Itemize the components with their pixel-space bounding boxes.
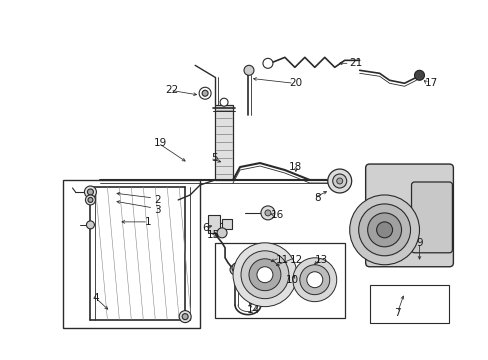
Text: 2: 2 — [154, 195, 160, 205]
Circle shape — [229, 265, 240, 275]
Circle shape — [86, 221, 94, 229]
Text: 8: 8 — [314, 193, 321, 203]
Bar — [215, 243, 344, 318]
Circle shape — [376, 222, 392, 238]
Circle shape — [264, 210, 270, 216]
Text: 10: 10 — [285, 275, 299, 285]
Text: 15: 15 — [206, 230, 219, 240]
Text: 14: 14 — [246, 305, 259, 315]
Text: 6: 6 — [202, 223, 208, 233]
Circle shape — [299, 265, 329, 295]
Circle shape — [244, 65, 253, 75]
Circle shape — [87, 189, 93, 195]
FancyBboxPatch shape — [365, 164, 452, 267]
Circle shape — [332, 174, 346, 188]
Circle shape — [217, 228, 226, 238]
Text: 9: 9 — [415, 238, 422, 248]
Circle shape — [248, 259, 280, 291]
Circle shape — [358, 204, 410, 256]
Circle shape — [336, 178, 342, 184]
Text: 20: 20 — [289, 78, 302, 88]
Circle shape — [256, 267, 272, 283]
Bar — [369, 285, 448, 323]
Circle shape — [179, 311, 191, 323]
Circle shape — [88, 197, 93, 202]
Text: 16: 16 — [271, 210, 284, 220]
Text: 4: 4 — [92, 293, 99, 303]
Circle shape — [199, 87, 211, 99]
Bar — [222, 219, 232, 229]
Circle shape — [84, 186, 96, 198]
Circle shape — [85, 195, 95, 205]
Circle shape — [202, 90, 208, 96]
FancyBboxPatch shape — [411, 182, 451, 253]
Circle shape — [220, 98, 227, 106]
Text: 18: 18 — [288, 162, 302, 172]
Bar — [62, 180, 200, 328]
Text: 3: 3 — [154, 205, 160, 215]
Circle shape — [254, 263, 264, 273]
Text: 7: 7 — [393, 308, 400, 318]
Text: 13: 13 — [314, 255, 328, 265]
Text: 21: 21 — [348, 58, 362, 68]
Bar — [215, 105, 233, 180]
Text: 17: 17 — [424, 78, 437, 88]
Circle shape — [327, 169, 351, 193]
Text: 1: 1 — [144, 217, 151, 227]
Text: 19: 19 — [153, 138, 166, 148]
Circle shape — [263, 58, 272, 68]
Circle shape — [367, 213, 401, 247]
Text: 12: 12 — [290, 255, 303, 265]
Circle shape — [292, 258, 336, 302]
Text: 22: 22 — [165, 85, 179, 95]
Bar — [208, 215, 220, 233]
Circle shape — [349, 195, 419, 265]
Circle shape — [182, 314, 188, 320]
Circle shape — [414, 70, 424, 80]
Circle shape — [232, 263, 242, 273]
Circle shape — [233, 243, 296, 307]
Circle shape — [241, 251, 288, 299]
Text: 5: 5 — [210, 153, 217, 163]
Text: 11: 11 — [276, 255, 289, 265]
Circle shape — [261, 206, 274, 220]
Circle shape — [306, 272, 322, 288]
